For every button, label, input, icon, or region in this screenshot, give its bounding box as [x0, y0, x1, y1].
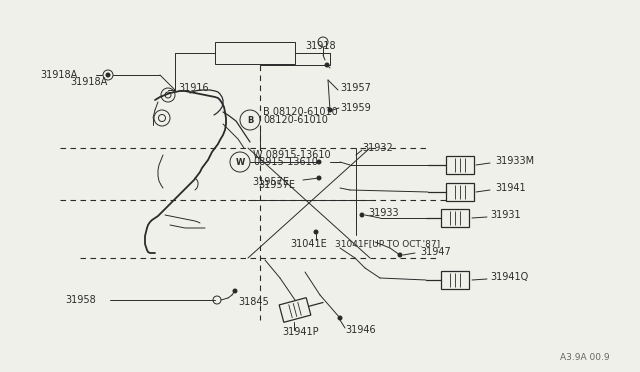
Text: 31959: 31959: [340, 103, 371, 113]
Text: 08120-61010: 08120-61010: [263, 115, 328, 125]
Text: 31957E: 31957E: [258, 180, 295, 190]
Circle shape: [360, 212, 365, 218]
Circle shape: [314, 230, 319, 234]
Text: 31933: 31933: [368, 208, 399, 218]
Text: 31946: 31946: [345, 325, 376, 335]
Text: 31958: 31958: [65, 295, 96, 305]
Bar: [446, 156, 474, 174]
Circle shape: [317, 160, 321, 164]
Text: A3.9A 00.9: A3.9A 00.9: [561, 353, 610, 362]
Circle shape: [232, 289, 237, 294]
Text: 31918A: 31918A: [40, 70, 77, 80]
Text: 31947: 31947: [420, 247, 451, 257]
Circle shape: [397, 253, 403, 257]
Text: 31931: 31931: [490, 210, 520, 220]
Text: 31918A: 31918A: [71, 77, 108, 87]
Text: 31932: 31932: [362, 143, 393, 153]
Text: 31941P: 31941P: [282, 327, 319, 337]
Circle shape: [317, 176, 321, 180]
Circle shape: [106, 73, 111, 77]
Text: 08915-13610: 08915-13610: [253, 157, 318, 167]
Bar: [279, 298, 311, 322]
Text: 31933M: 31933M: [495, 156, 534, 166]
Bar: [215, 42, 295, 64]
Text: 31916: 31916: [178, 83, 209, 93]
Text: B: B: [247, 115, 253, 125]
Text: 31041F[UP TO OCT.'87]: 31041F[UP TO OCT.'87]: [335, 240, 440, 248]
Circle shape: [337, 315, 342, 321]
Text: W: W: [236, 157, 244, 167]
Bar: [441, 271, 469, 289]
Text: 31918: 31918: [305, 41, 335, 51]
Text: B 08120-61010: B 08120-61010: [263, 107, 338, 117]
Circle shape: [324, 62, 330, 67]
Circle shape: [328, 108, 333, 112]
Text: 31957E: 31957E: [252, 177, 289, 187]
Text: 31957: 31957: [340, 83, 371, 93]
Bar: [446, 183, 474, 201]
Bar: [441, 209, 469, 227]
Text: 31845: 31845: [238, 297, 269, 307]
Text: W 08915-13610: W 08915-13610: [253, 150, 331, 160]
Text: 31941: 31941: [495, 183, 525, 193]
Text: 31041E: 31041E: [290, 239, 327, 249]
Text: 31941Q: 31941Q: [490, 272, 528, 282]
